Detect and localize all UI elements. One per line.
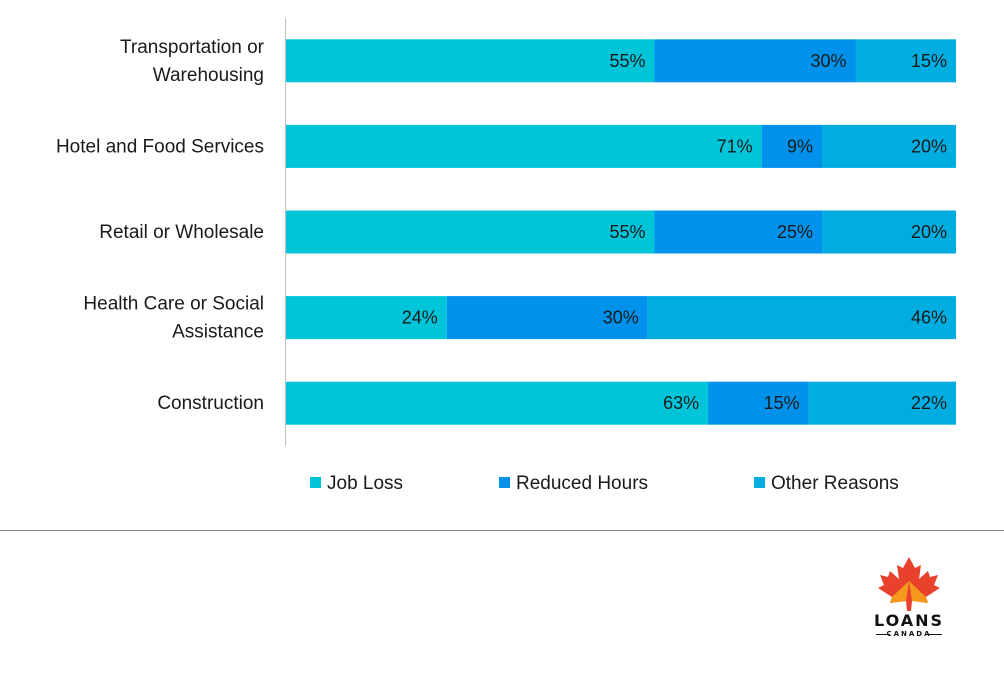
stacked-bar-chart: 55% 30% 15% 71% 9% 20% 55% 25% 20% 24% 30% 46% 63% 15… [56, 18, 956, 494]
category-label: Construction [157, 393, 264, 414]
legend-swatch-job-loss [310, 477, 321, 488]
legend-label-other-reasons: Other Reasons [771, 473, 899, 494]
bar-job-loss-2 [286, 210, 655, 254]
bar-other-reasons-1 [822, 124, 956, 168]
legend-swatch-other-reasons [754, 477, 765, 488]
logo-rule-right [928, 634, 942, 635]
bar-other-reasons-0 [855, 39, 956, 83]
logo-rule-left [876, 634, 890, 635]
bar-other-reasons-2 [822, 210, 956, 254]
data-label: 24% [402, 308, 438, 328]
data-label: 20% [911, 136, 947, 156]
maple-leaf-icon [878, 557, 940, 611]
data-label: 9% [787, 136, 813, 156]
data-label: 25% [777, 222, 813, 242]
data-label: 20% [911, 222, 947, 242]
legend-swatch-reduced-hours [499, 477, 510, 488]
bar-other-reasons-3 [647, 296, 956, 340]
bar-job-loss-1 [286, 124, 762, 168]
data-label: 30% [810, 51, 846, 71]
category-label: Hotel and Food Services [56, 136, 264, 157]
bar-job-loss-3 [286, 296, 447, 340]
category-label: Transportation or [120, 37, 265, 58]
category-label: Retail or Wholesale [99, 222, 264, 243]
data-label: 15% [911, 51, 947, 71]
data-label: 22% [911, 393, 947, 413]
bar-other-reasons-4 [808, 381, 956, 425]
bar-reduced-hours-3 [446, 296, 648, 340]
category-labels-group: Transportation or Warehousing Hotel and Fo… [56, 37, 265, 414]
logo-brand-text: LOANS [873, 611, 945, 630]
legend: Job Loss Reduced Hours Other Reasons [310, 473, 899, 494]
data-label: 55% [609, 222, 645, 242]
footer-divider [0, 530, 1004, 531]
category-label: Assistance [172, 322, 264, 343]
data-label: 55% [609, 51, 645, 71]
bar-reduced-hours-1 [761, 124, 822, 168]
bars-group: 55% 30% 15% 71% 9% 20% 55% 25% 20% 24% 30% 46% 63% 15… [286, 39, 956, 425]
loans-canada-logo: LOANS CANADA [868, 555, 950, 645]
category-label: Warehousing [153, 65, 264, 86]
category-label: Health Care or Social [83, 294, 264, 315]
bar-job-loss-4 [286, 381, 709, 425]
bar-reduced-hours-2 [654, 210, 822, 254]
legend-label-reduced-hours: Reduced Hours [516, 473, 648, 494]
data-label: 15% [764, 393, 800, 413]
legend-label-job-loss: Job Loss [327, 473, 403, 494]
bar-reduced-hours-0 [654, 39, 856, 83]
logo-sub-text: CANADA [886, 630, 932, 638]
data-label: 46% [911, 308, 947, 328]
bar-reduced-hours-4 [708, 381, 809, 425]
data-label: 71% [717, 136, 753, 156]
data-label: 63% [663, 393, 699, 413]
data-label: 30% [603, 308, 639, 328]
bar-job-loss-0 [286, 39, 655, 83]
